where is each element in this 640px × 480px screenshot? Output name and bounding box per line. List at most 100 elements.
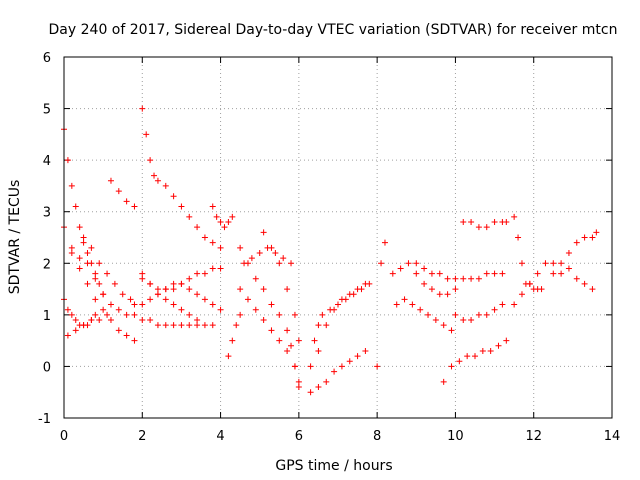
data-point bbox=[558, 270, 565, 277]
data-point bbox=[237, 244, 244, 251]
data-point bbox=[315, 384, 322, 391]
data-point bbox=[542, 260, 549, 267]
data-point bbox=[276, 260, 283, 267]
data-point bbox=[178, 322, 185, 329]
grid bbox=[64, 57, 612, 418]
data-point bbox=[241, 260, 248, 267]
data-point bbox=[194, 317, 201, 324]
data-point bbox=[72, 203, 79, 210]
data-point bbox=[186, 322, 193, 329]
data-point bbox=[421, 265, 428, 272]
x-tick-label: 2 bbox=[138, 429, 146, 444]
data-point bbox=[201, 234, 208, 241]
data-point bbox=[452, 286, 459, 293]
data-point bbox=[84, 280, 91, 287]
y-tick-label: 3 bbox=[43, 206, 51, 221]
data-point bbox=[499, 301, 506, 308]
data-point bbox=[483, 311, 490, 318]
data-point bbox=[538, 286, 545, 293]
data-point bbox=[88, 317, 95, 324]
data-point bbox=[131, 311, 138, 318]
data-point bbox=[291, 363, 298, 370]
x-tick-label: 8 bbox=[373, 429, 381, 444]
data-point bbox=[526, 280, 533, 287]
data-point bbox=[237, 286, 244, 293]
data-points bbox=[61, 105, 600, 396]
data-point bbox=[119, 291, 126, 298]
x-tick-label: 14 bbox=[604, 429, 621, 444]
data-point bbox=[151, 172, 158, 179]
data-point bbox=[209, 301, 216, 308]
data-point bbox=[225, 219, 232, 226]
data-point bbox=[96, 260, 103, 267]
data-point bbox=[260, 286, 267, 293]
data-point bbox=[378, 260, 385, 267]
data-point bbox=[170, 322, 177, 329]
data-point bbox=[72, 327, 79, 334]
data-point bbox=[194, 291, 201, 298]
data-point bbox=[589, 286, 596, 293]
data-point bbox=[558, 260, 565, 267]
data-point bbox=[213, 213, 220, 220]
data-point bbox=[256, 249, 263, 256]
data-point bbox=[444, 291, 451, 298]
data-point bbox=[96, 317, 103, 324]
data-point bbox=[252, 306, 259, 313]
data-point bbox=[425, 311, 432, 318]
data-point bbox=[64, 332, 71, 339]
data-point bbox=[115, 327, 122, 334]
data-point bbox=[565, 265, 572, 272]
data-point bbox=[68, 249, 75, 256]
data-point bbox=[346, 291, 353, 298]
data-point bbox=[432, 317, 439, 324]
data-point bbox=[178, 280, 185, 287]
y-tick-label: 2 bbox=[43, 257, 51, 272]
data-point bbox=[80, 239, 87, 246]
data-point bbox=[143, 131, 150, 138]
data-point bbox=[448, 327, 455, 334]
data-point bbox=[276, 337, 283, 344]
data-point bbox=[229, 337, 236, 344]
data-point bbox=[186, 275, 193, 282]
data-point bbox=[511, 213, 518, 220]
data-point bbox=[354, 353, 361, 360]
data-point bbox=[468, 317, 475, 324]
data-point bbox=[260, 229, 267, 236]
data-point bbox=[346, 358, 353, 365]
data-point bbox=[491, 270, 498, 277]
data-point bbox=[170, 193, 177, 200]
data-point bbox=[131, 203, 138, 210]
data-point bbox=[76, 224, 83, 231]
data-point bbox=[233, 322, 240, 329]
x-tick-label: 0 bbox=[60, 429, 68, 444]
data-point bbox=[68, 244, 75, 251]
data-point bbox=[460, 219, 467, 226]
data-point bbox=[107, 177, 114, 184]
data-point bbox=[115, 188, 122, 195]
data-point bbox=[147, 317, 154, 324]
data-point bbox=[593, 229, 600, 236]
y-tick-label: 6 bbox=[43, 51, 51, 66]
data-point bbox=[338, 363, 345, 370]
data-point bbox=[100, 291, 107, 298]
data-point bbox=[154, 177, 161, 184]
data-point bbox=[162, 182, 169, 189]
data-point bbox=[217, 265, 224, 272]
data-point bbox=[68, 311, 75, 318]
data-point bbox=[76, 255, 83, 262]
data-point bbox=[131, 337, 138, 344]
data-point bbox=[323, 378, 330, 385]
data-point bbox=[92, 296, 99, 303]
data-point bbox=[115, 306, 122, 313]
x-tick-label: 4 bbox=[216, 429, 224, 444]
data-point bbox=[123, 311, 130, 318]
data-point bbox=[194, 270, 201, 277]
x-axis-label: GPS time / hours bbox=[275, 458, 392, 474]
data-point bbox=[487, 347, 494, 354]
plot-frame bbox=[63, 56, 613, 419]
data-point bbox=[252, 275, 259, 282]
data-point bbox=[237, 311, 244, 318]
data-point bbox=[154, 322, 161, 329]
data-point bbox=[68, 182, 75, 189]
data-point bbox=[354, 286, 361, 293]
